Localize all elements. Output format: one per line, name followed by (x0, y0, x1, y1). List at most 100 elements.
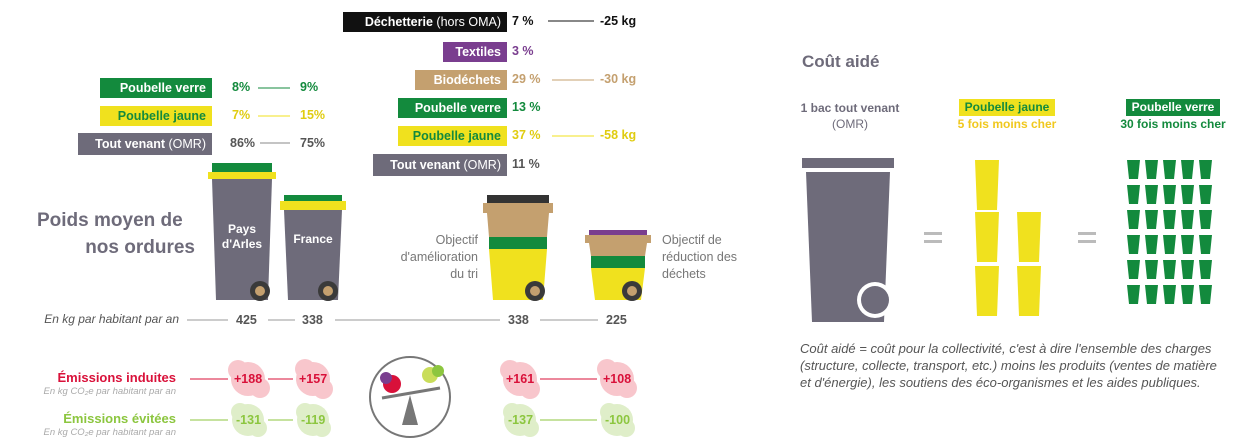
weight: 225 (606, 313, 627, 327)
bin-icon (1145, 260, 1158, 279)
label: Tout venant (390, 158, 460, 172)
unit: En kg CO₂e par habitant par an (44, 386, 176, 397)
emission: -131 (236, 413, 261, 427)
legend-label: Poubelle verre (398, 98, 507, 118)
bin-icon (1163, 160, 1176, 179)
cost-title: Coût aidé (802, 52, 879, 72)
bin-icon (1163, 235, 1176, 254)
line: du tri (401, 266, 478, 283)
bin-icon (1181, 285, 1194, 304)
title: nos ordures (85, 237, 195, 259)
bin-icon (1199, 185, 1212, 204)
bin-icon (1163, 285, 1176, 304)
bin-icon (1145, 185, 1158, 204)
bin-icon (1145, 235, 1158, 254)
title: Poids moyen de (37, 210, 183, 232)
bin-icon (1145, 160, 1158, 179)
bin-icon (1127, 235, 1140, 254)
bin-icon (975, 160, 999, 210)
pct: 37 % (512, 128, 541, 142)
weight: 338 (508, 313, 529, 327)
delta: -30 kg (600, 72, 636, 86)
bin-label: France (284, 232, 342, 246)
pct: 75% (300, 136, 325, 150)
pct: 13 % (512, 100, 541, 114)
note: (OMR) (464, 158, 502, 172)
cost-note: Coût aidé = coût pour la collectivité, c… (800, 340, 1230, 391)
emission: -100 (605, 413, 630, 427)
line: 5 fois moins cher (952, 116, 1062, 133)
bin-icon (1145, 285, 1158, 304)
bin-icon (1127, 285, 1140, 304)
emission: +157 (299, 372, 327, 386)
line: 1 bac tout venant (801, 101, 900, 115)
delta: -58 kg (600, 128, 636, 142)
pct: 8% (232, 80, 250, 94)
bin-icon (1163, 185, 1176, 204)
emission: +161 (506, 372, 534, 386)
bin-icon (1199, 210, 1212, 229)
line: Pays (212, 222, 272, 237)
line: Poubelle verre (1126, 99, 1221, 116)
legend-label: Déchetterie (hors OMA) (343, 12, 507, 32)
line: Objectif (401, 232, 478, 249)
line: déchets (662, 266, 737, 283)
bin-icon (1199, 285, 1212, 304)
pct: 29 % (512, 72, 541, 86)
bin-icon (1181, 185, 1194, 204)
bin-icon (1145, 210, 1158, 229)
bin-icon (1199, 160, 1212, 179)
bin-icon (975, 212, 999, 262)
note: (hors OMA) (436, 15, 501, 29)
pct: 86% (230, 136, 255, 150)
emission: +188 (234, 372, 262, 386)
legend-label: Poubelle verre (100, 78, 212, 98)
line: réduction des (662, 249, 737, 266)
row-label: En kg par habitant par an (44, 312, 179, 326)
bin-icon (1163, 260, 1176, 279)
bin-icon (1127, 210, 1140, 229)
row-label: Émissions évitées (63, 411, 176, 426)
pct: 3 % (512, 44, 534, 58)
bin-icon (1199, 235, 1212, 254)
pct: 7% (232, 108, 250, 122)
pct: 9% (300, 80, 318, 94)
emission: +108 (603, 372, 631, 386)
pct: 7 % (512, 14, 534, 28)
legend-label: Biodéchets (415, 70, 507, 90)
weight: 425 (236, 313, 257, 327)
legend-label: Poubelle jaune (398, 126, 507, 146)
bin-icon (1181, 260, 1194, 279)
label: Déchetterie (365, 15, 433, 29)
line: d'Arles (212, 237, 272, 252)
legend-label: Poubelle jaune (100, 106, 212, 126)
emission: -119 (301, 413, 325, 427)
emission: -137 (508, 413, 533, 427)
bin-icon (1199, 260, 1212, 279)
legend-label: Tout venant (OMR) (373, 154, 507, 176)
bin-icon (1181, 160, 1194, 179)
line: Objectif de (662, 232, 737, 249)
legend-label: Textiles (443, 42, 507, 62)
bin-icon (975, 266, 999, 316)
pct: 11 % (512, 157, 540, 171)
line: d'amélioration (401, 249, 478, 266)
bin-icon (1127, 185, 1140, 204)
weight: 338 (302, 313, 323, 327)
label: Tout venant (95, 137, 165, 151)
pct: 15% (300, 108, 325, 122)
bin-icon (1017, 266, 1041, 316)
bin-icon (1181, 235, 1194, 254)
legend-label: Tout venant (OMR) (78, 133, 212, 155)
bin-icon (1181, 210, 1194, 229)
bin-icon (1017, 212, 1041, 262)
bin-icon (1163, 210, 1176, 229)
line: 30 fois moins cher (1108, 116, 1238, 133)
cost-label: 1 bac tout venant(OMR) (800, 100, 900, 132)
cost-label: Poubelle jaune5 fois moins cher (952, 99, 1062, 133)
delta: -25 kg (600, 14, 636, 28)
page: Poubelle verre 8% 9% Poubelle jaune 7% 1… (0, 0, 1244, 447)
